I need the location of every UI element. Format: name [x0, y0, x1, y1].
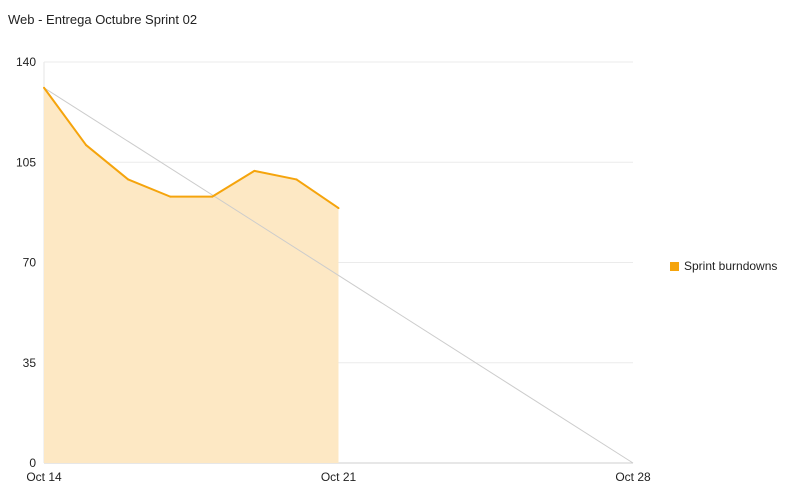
x-tick-label-2: Oct 28: [615, 470, 651, 484]
series-line-ideal: [43, 87, 634, 464]
data-point-4: [211, 195, 214, 198]
data-point-2: [127, 178, 130, 181]
x-tick-label-1: Oct 21: [321, 470, 357, 484]
line-layer: [43, 86, 634, 464]
data-point-3: [169, 195, 172, 198]
tick-labels: 0 35 70 105 140 Oct 14 Oct 21 Oct 28: [16, 55, 651, 484]
series-line-sprint-burndowns: [43, 87, 340, 209]
y-tick-label-0: 0: [29, 456, 36, 470]
series-area-sprint-burndowns: [44, 87, 339, 464]
data-point-0: [43, 86, 45, 89]
legend-swatch: [670, 261, 679, 271]
x-tick-label-0: Oct 14: [26, 470, 62, 484]
area-layer: [44, 87, 339, 464]
legend: Sprint burndowns: [670, 259, 777, 273]
y-tick-label-70: 70: [23, 256, 37, 270]
data-point-7: [337, 207, 340, 210]
data-point-5: [253, 169, 256, 172]
chart-title: Web - Entrega Octubre Sprint 02: [8, 12, 198, 27]
data-point-6: [295, 178, 298, 181]
data-point-1: [85, 144, 88, 147]
y-tick-label-35: 35: [23, 356, 37, 370]
legend-label: Sprint burndowns: [684, 259, 778, 273]
y-tick-label-105: 105: [16, 155, 36, 169]
y-tick-label-140: 140: [16, 55, 36, 69]
